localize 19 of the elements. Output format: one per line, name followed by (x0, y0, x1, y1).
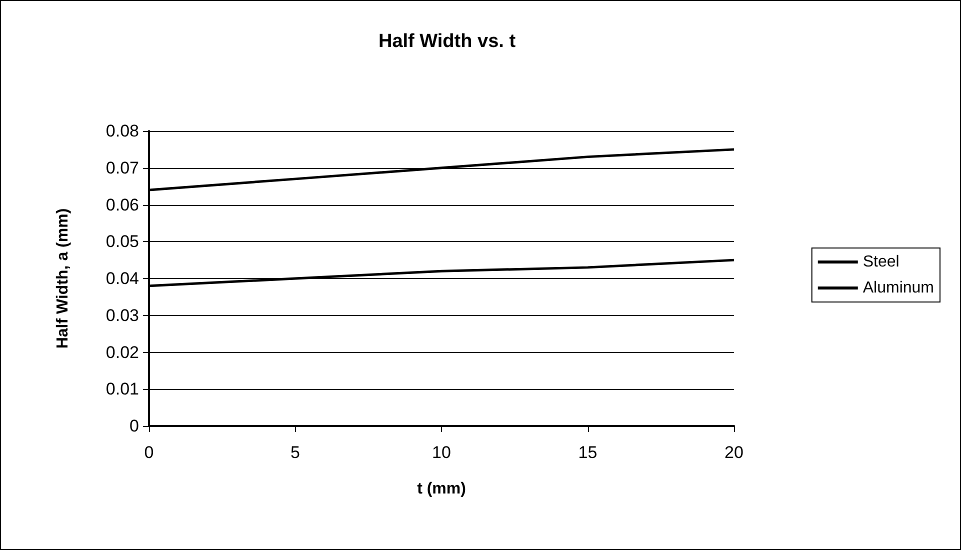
x-tick-label: 10 (432, 443, 451, 462)
legend-label: Aluminum (862, 280, 934, 296)
x-axis-title: t (mm) (417, 480, 466, 498)
y-tick-label: 0.07 (106, 158, 139, 178)
chart-title: Half Width vs. t (378, 31, 516, 52)
x-tick-label: 15 (578, 443, 598, 462)
x-tick-label: 20 (724, 443, 744, 462)
y-tick-label: 0.06 (106, 195, 139, 214)
y-tick-label: 0.03 (106, 306, 139, 325)
legend-label: Steel (862, 254, 900, 270)
y-tick-label: 0.01 (106, 380, 139, 399)
y-axis-title: Half Width, a (mm) (54, 208, 72, 349)
y-tick-label: 0.08 (106, 122, 139, 140)
x-tick-label: 5 (290, 443, 300, 462)
y-tick-label: 0.02 (106, 342, 139, 362)
y-tick-label: 0.04 (106, 269, 139, 288)
y-tick-label: 0 (130, 416, 139, 436)
y-tick-label: 0.05 (106, 232, 139, 252)
x-tick-label: 0 (144, 443, 154, 462)
